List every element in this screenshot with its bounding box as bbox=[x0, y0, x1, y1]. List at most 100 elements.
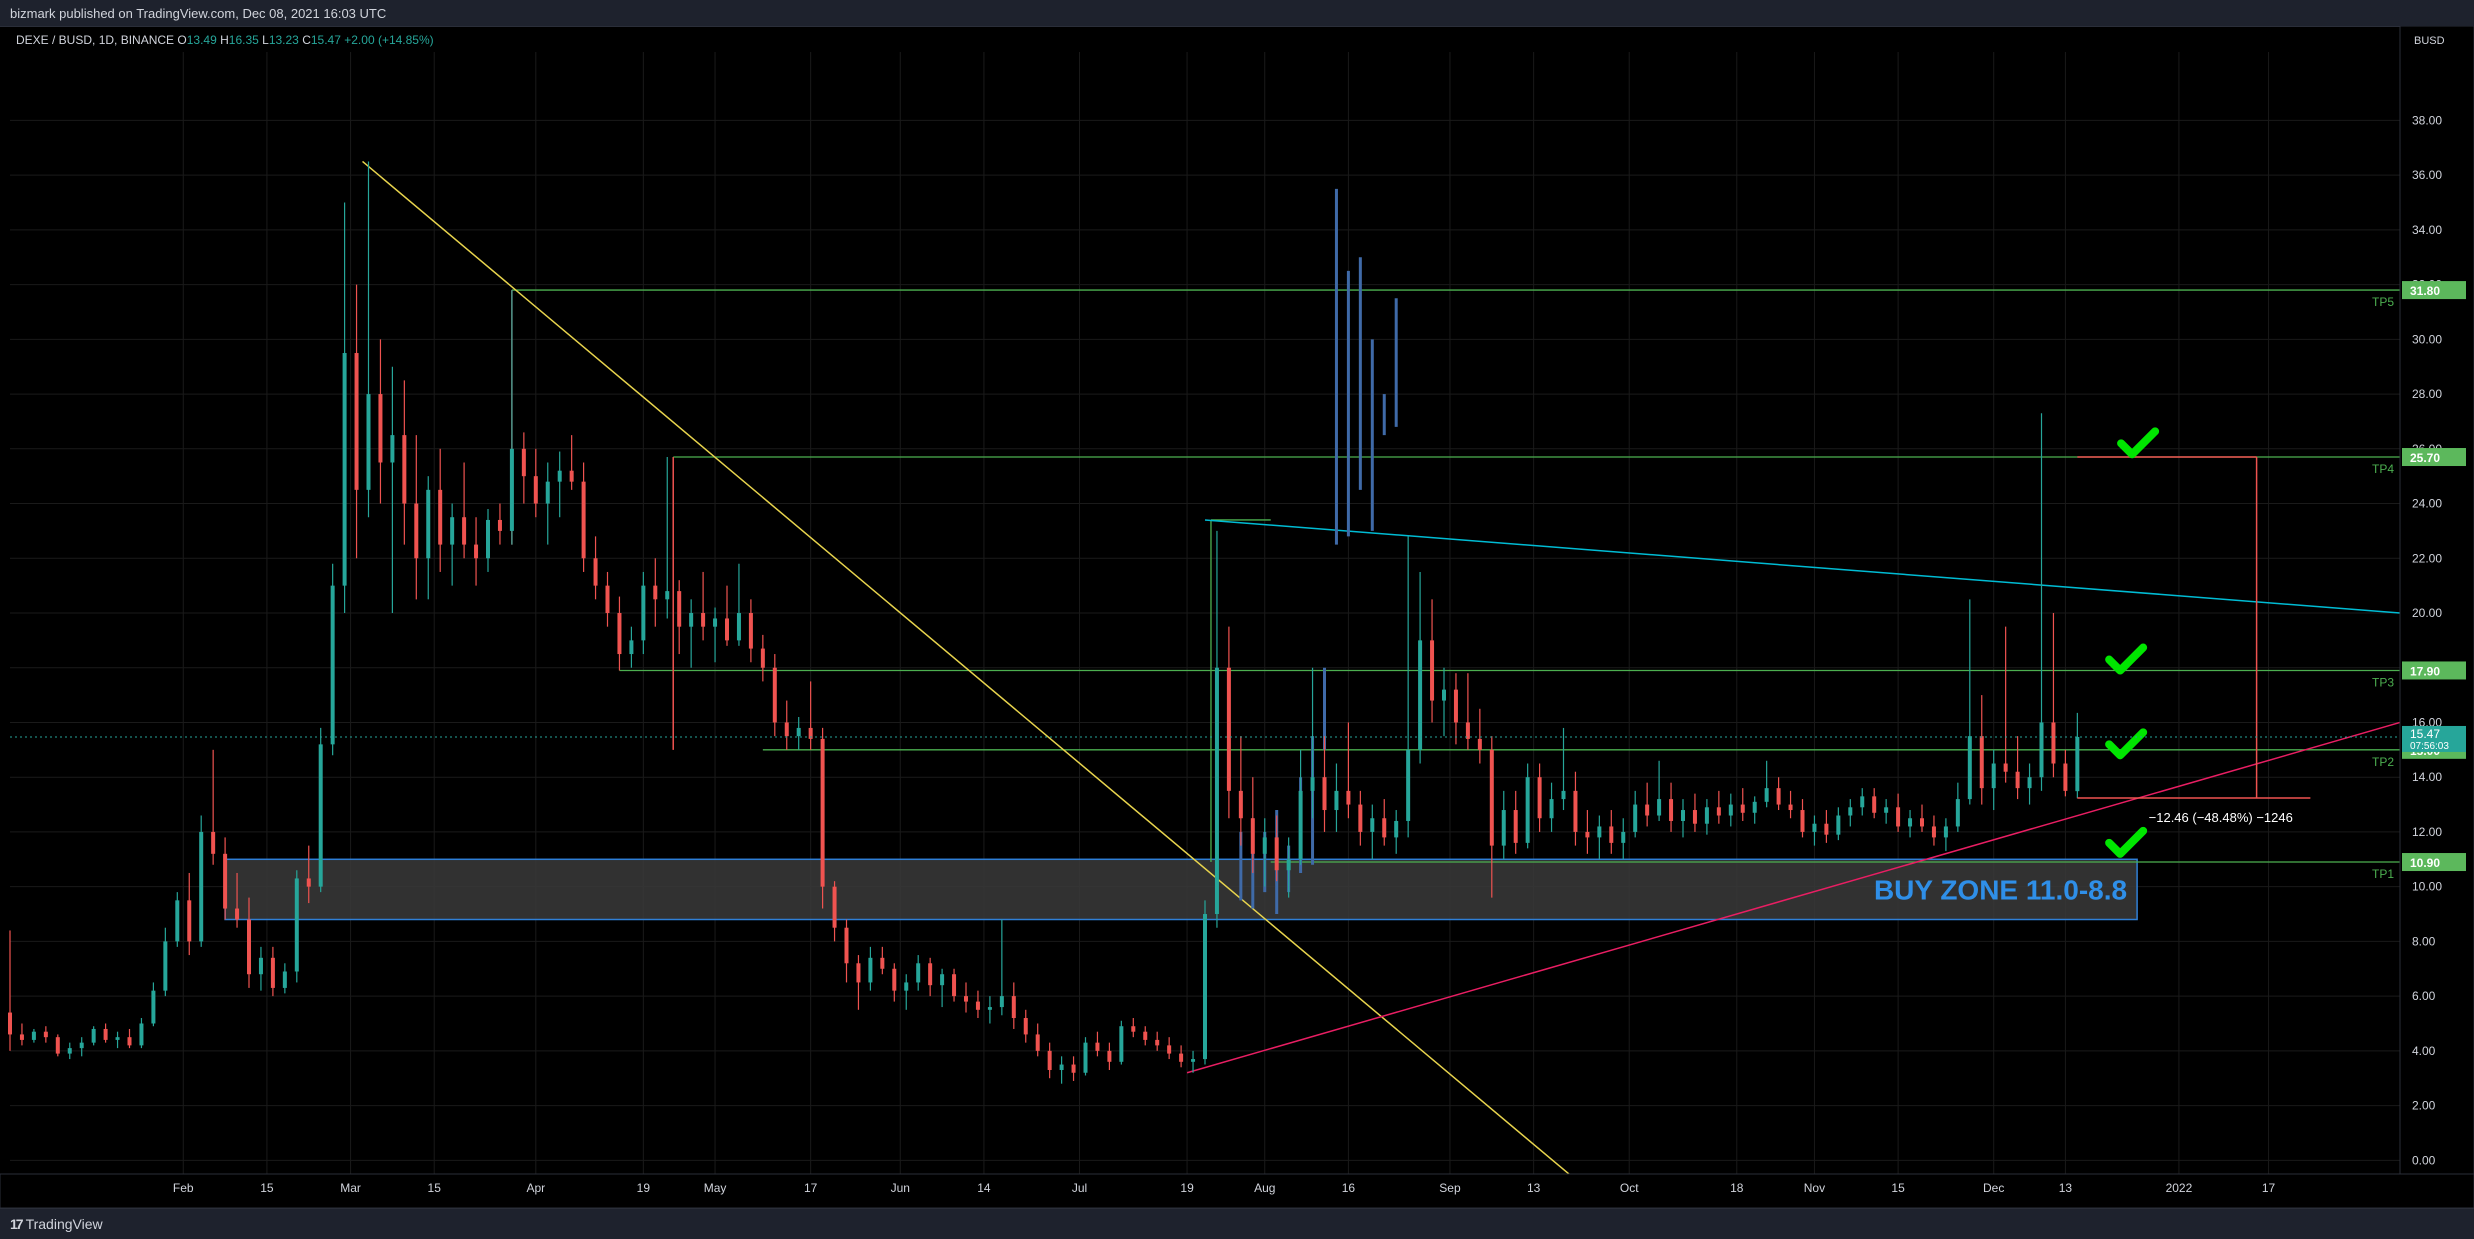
measure-tool: −12.46 (−48.48%) −1246 bbox=[2077, 456, 2311, 825]
y-tick-label: 20.00 bbox=[2412, 606, 2442, 620]
x-tick-label: Mar bbox=[340, 1181, 361, 1195]
candle-body bbox=[1657, 799, 1662, 816]
candle-body bbox=[1047, 1050, 1052, 1071]
symbol-ohlc-text: DEXE / BUSD, 1D, BINANCE O13.49 H16.35 L… bbox=[16, 33, 434, 47]
candle-body bbox=[1453, 689, 1458, 723]
candle-body bbox=[1740, 804, 1745, 813]
x-tick-label: 13 bbox=[1527, 1181, 1541, 1195]
candle-body bbox=[593, 558, 598, 586]
candle-body bbox=[1860, 796, 1865, 808]
candle-body bbox=[1764, 788, 1769, 802]
candle-body bbox=[1418, 640, 1423, 750]
published-header: bizmark published on TradingView.com, De… bbox=[0, 0, 2474, 27]
measure-label: −12.46 (−48.48%) −1246 bbox=[2149, 810, 2293, 825]
price-label-bg bbox=[2402, 661, 2466, 680]
candles bbox=[8, 161, 2080, 1084]
candle-body bbox=[1382, 818, 1387, 838]
x-tick-label: Dec bbox=[1983, 1181, 2004, 1195]
trend-lines bbox=[362, 160, 2401, 1181]
y-tick-label: 34.00 bbox=[2412, 223, 2442, 237]
candle-body bbox=[402, 435, 407, 504]
currency-label: BUSD bbox=[2414, 35, 2445, 47]
candle-body bbox=[844, 927, 849, 964]
price-label-text: 10.90 bbox=[2410, 856, 2440, 870]
candle-body bbox=[1597, 826, 1602, 838]
candle-body bbox=[1561, 790, 1566, 800]
candle-body bbox=[1358, 804, 1363, 832]
tp-label-tp3: TP3 bbox=[2372, 675, 2394, 689]
candle-body bbox=[497, 519, 502, 531]
candle-body bbox=[1573, 790, 1578, 832]
candle-body bbox=[8, 1012, 12, 1035]
candle-body bbox=[318, 744, 323, 887]
candle-body bbox=[127, 1037, 132, 1046]
y-tick-label: 36.00 bbox=[2412, 168, 2442, 182]
candle-body bbox=[426, 489, 431, 559]
candle-body bbox=[916, 963, 921, 983]
y-tick-label: 0.00 bbox=[2412, 1153, 2436, 1167]
candle-body bbox=[1095, 1042, 1100, 1051]
price-axis[interactable]: BUSD 0.00 2.00 4.00 6.00 8.00 10.00 12.00 14.00… bbox=[2399, 26, 2474, 1175]
candle-body bbox=[1716, 807, 1721, 816]
candle-body bbox=[1621, 831, 1626, 843]
candle-body bbox=[1430, 640, 1435, 701]
candle-body bbox=[677, 591, 682, 627]
y-tick-label: 28.00 bbox=[2412, 387, 2442, 401]
candle-body bbox=[1179, 1053, 1184, 1062]
tp-label-tp5: TP5 bbox=[2372, 295, 2394, 309]
candle-body bbox=[1370, 818, 1375, 832]
y-tick-label: 2.00 bbox=[2412, 1099, 2436, 1113]
candle-body bbox=[1346, 790, 1351, 805]
candle-body bbox=[928, 963, 933, 986]
tradingview-logo[interactable]: 17 TradingView bbox=[10, 1216, 103, 1232]
candle-body bbox=[1776, 788, 1781, 805]
trend-line-ascending-red bbox=[1186, 721, 2401, 1074]
candle-body bbox=[760, 648, 765, 668]
x-tick-label: Apr bbox=[526, 1181, 545, 1195]
ohlc-value: 16.35 bbox=[229, 33, 262, 47]
candle-body bbox=[748, 613, 753, 649]
candle-body bbox=[1286, 859, 1291, 871]
x-tick-label: Aug bbox=[1254, 1181, 1275, 1195]
candle-body bbox=[653, 585, 658, 600]
candle-body bbox=[330, 585, 335, 745]
x-tick-label: 19 bbox=[1180, 1181, 1194, 1195]
candle-body bbox=[1681, 810, 1685, 821]
x-tick-label: 18 bbox=[1730, 1181, 1744, 1195]
candle-body bbox=[1513, 810, 1518, 843]
candle-body bbox=[1537, 777, 1542, 819]
candle-body bbox=[294, 878, 299, 972]
time-axis[interactable]: Feb 15 Mar 15 Apr 19 May 17 Jun 14 Jul 19 Aug 16 Sep 13… bbox=[0, 1173, 2474, 1208]
candle-body bbox=[725, 618, 729, 641]
x-tick-label: 14 bbox=[977, 1181, 991, 1195]
candle-body bbox=[1477, 738, 1482, 750]
trend-line-descending-yellow bbox=[362, 160, 1576, 1181]
price-chart[interactable]: BUY ZONE 11.0-8.8 TP5 TP4 TP3 TP2 TP1 −12.46… bbox=[0, 26, 2474, 1208]
footer-bar: 17 TradingView bbox=[0, 1208, 2474, 1239]
candle-body bbox=[1752, 801, 1757, 813]
candle-body bbox=[450, 517, 455, 545]
candle-body bbox=[533, 476, 538, 504]
candle-body bbox=[1465, 722, 1470, 739]
x-tick-label: 19 bbox=[637, 1181, 651, 1195]
candle-body bbox=[1669, 799, 1674, 821]
candle-body bbox=[1920, 818, 1924, 827]
candle-body bbox=[808, 727, 813, 739]
y-tick-label: 4.00 bbox=[2412, 1044, 2436, 1058]
candle-body bbox=[1549, 799, 1554, 819]
candle-body bbox=[1406, 749, 1411, 821]
check-icon bbox=[2105, 826, 2148, 858]
candle-body bbox=[1728, 804, 1733, 816]
tp-label-tp2: TP2 bbox=[2372, 755, 2394, 769]
candle-body bbox=[904, 982, 909, 991]
candle-body bbox=[282, 971, 287, 988]
candle-body bbox=[1131, 1026, 1136, 1032]
candle-body bbox=[163, 941, 168, 991]
candle-body bbox=[223, 853, 228, 909]
x-tick-label: 15 bbox=[428, 1181, 442, 1195]
candle-body bbox=[545, 481, 550, 504]
price-label-text: 25.70 bbox=[2410, 451, 2440, 465]
candle-body bbox=[1489, 749, 1494, 846]
candle-body bbox=[1609, 826, 1614, 843]
candle-body bbox=[1943, 826, 1948, 838]
